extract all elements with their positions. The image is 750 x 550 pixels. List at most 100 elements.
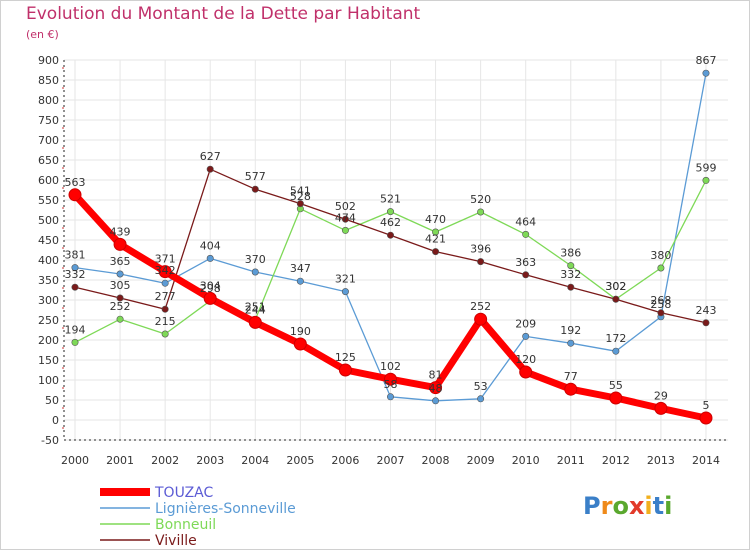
chart-title: Evolution du Montant de la Dette par Hab… (26, 4, 421, 24)
data-point (386, 208, 394, 216)
data-point (206, 165, 214, 173)
data-point (657, 264, 665, 272)
data-label: 470 (425, 213, 446, 226)
data-labels: 5634393713042441901251028125212077552953… (65, 54, 717, 412)
data-point (522, 332, 530, 340)
data-point (474, 312, 488, 326)
y-tick-label: 850 (38, 74, 59, 87)
data-label: 298 (200, 282, 221, 295)
x-tick-label: 2006 (331, 454, 359, 467)
data-point (477, 258, 485, 266)
y-tick-label: 800 (38, 94, 59, 107)
data-point (386, 231, 394, 239)
data-point (116, 315, 124, 323)
data-label: 172 (605, 332, 626, 345)
data-label: 462 (380, 216, 401, 229)
y-tick-label: 700 (38, 134, 59, 147)
data-label: 29 (654, 389, 668, 402)
data-label: 5 (702, 399, 709, 412)
data-label: 520 (470, 193, 491, 206)
data-label: 396 (470, 243, 491, 256)
data-point (296, 200, 304, 208)
data-point (522, 271, 530, 279)
y-tick-label: 550 (38, 194, 59, 207)
x-tick-label: 2014 (692, 454, 720, 467)
data-label: 251 (245, 301, 266, 314)
data-point (116, 294, 124, 302)
series-viville (71, 165, 710, 327)
data-point (477, 208, 485, 216)
y-tick-label: -50 (41, 434, 59, 447)
data-label: 577 (245, 170, 266, 183)
data-label: 541 (290, 185, 311, 198)
data-label: 627 (200, 150, 221, 163)
data-point (383, 372, 397, 386)
data-point (432, 228, 440, 236)
x-tick-label: 2010 (512, 454, 540, 467)
data-point (612, 295, 620, 303)
data-label: 258 (650, 298, 671, 311)
y-tick-label: 350 (38, 274, 59, 287)
data-point (702, 319, 710, 327)
y-tick-label: 50 (45, 394, 59, 407)
legend-label: Viville (155, 533, 197, 549)
data-label: 58 (383, 378, 397, 391)
data-point (341, 226, 349, 234)
data-point (341, 288, 349, 296)
data-point (519, 365, 533, 379)
data-point (654, 401, 668, 415)
data-point (564, 382, 578, 396)
x-tick-label: 2009 (467, 454, 495, 467)
y-tick-label: 150 (38, 354, 59, 367)
x-tick-label: 2011 (557, 454, 585, 467)
data-point (432, 397, 440, 405)
data-point (429, 381, 443, 395)
data-label: 474 (335, 211, 356, 224)
series-lines (68, 69, 713, 425)
x-tick-label: 2013 (647, 454, 675, 467)
legend-label: TOUZAC (154, 485, 213, 501)
y-tick-label: 400 (38, 254, 59, 267)
data-label: 125 (335, 351, 356, 364)
legend-label: Lignières-Sonneville (155, 501, 296, 517)
data-label: 563 (65, 176, 86, 189)
data-label: 302 (605, 280, 626, 293)
data-point (71, 264, 79, 272)
data-point (161, 279, 169, 287)
data-label: 55 (609, 379, 623, 392)
data-point (657, 309, 665, 317)
y-tick-label: 650 (38, 154, 59, 167)
y-tick-label: 750 (38, 114, 59, 127)
y-tick-label: 100 (38, 374, 59, 387)
legend: TOUZACLignières-SonnevilleBonneuilVivill… (100, 485, 296, 549)
data-label: 48 (429, 382, 443, 395)
series-ligni-res-sonneville (71, 69, 710, 405)
data-label: 380 (650, 249, 671, 262)
data-label: 381 (65, 249, 86, 262)
data-point (158, 265, 172, 279)
data-label: 81 (429, 369, 443, 382)
data-point (206, 254, 214, 262)
data-label: 342 (155, 264, 176, 277)
data-label: 363 (515, 256, 536, 269)
data-label: 243 (695, 304, 716, 317)
data-point (296, 277, 304, 285)
data-label: 332 (65, 268, 86, 281)
data-label: 302 (605, 280, 626, 293)
proxiti-logo: Proxiti (583, 492, 673, 520)
data-label: 370 (245, 253, 266, 266)
data-point (609, 391, 623, 405)
data-point (113, 237, 127, 251)
data-point (522, 230, 530, 238)
data-point (116, 270, 124, 278)
data-point (338, 363, 352, 377)
data-label: 102 (380, 360, 401, 373)
data-label: 321 (335, 273, 356, 286)
data-label: 464 (515, 215, 536, 228)
data-point (567, 262, 575, 270)
data-label: 439 (110, 225, 131, 238)
data-point (477, 395, 485, 403)
y-tick-label: 200 (38, 334, 59, 347)
x-tick-label: 2002 (151, 454, 179, 467)
